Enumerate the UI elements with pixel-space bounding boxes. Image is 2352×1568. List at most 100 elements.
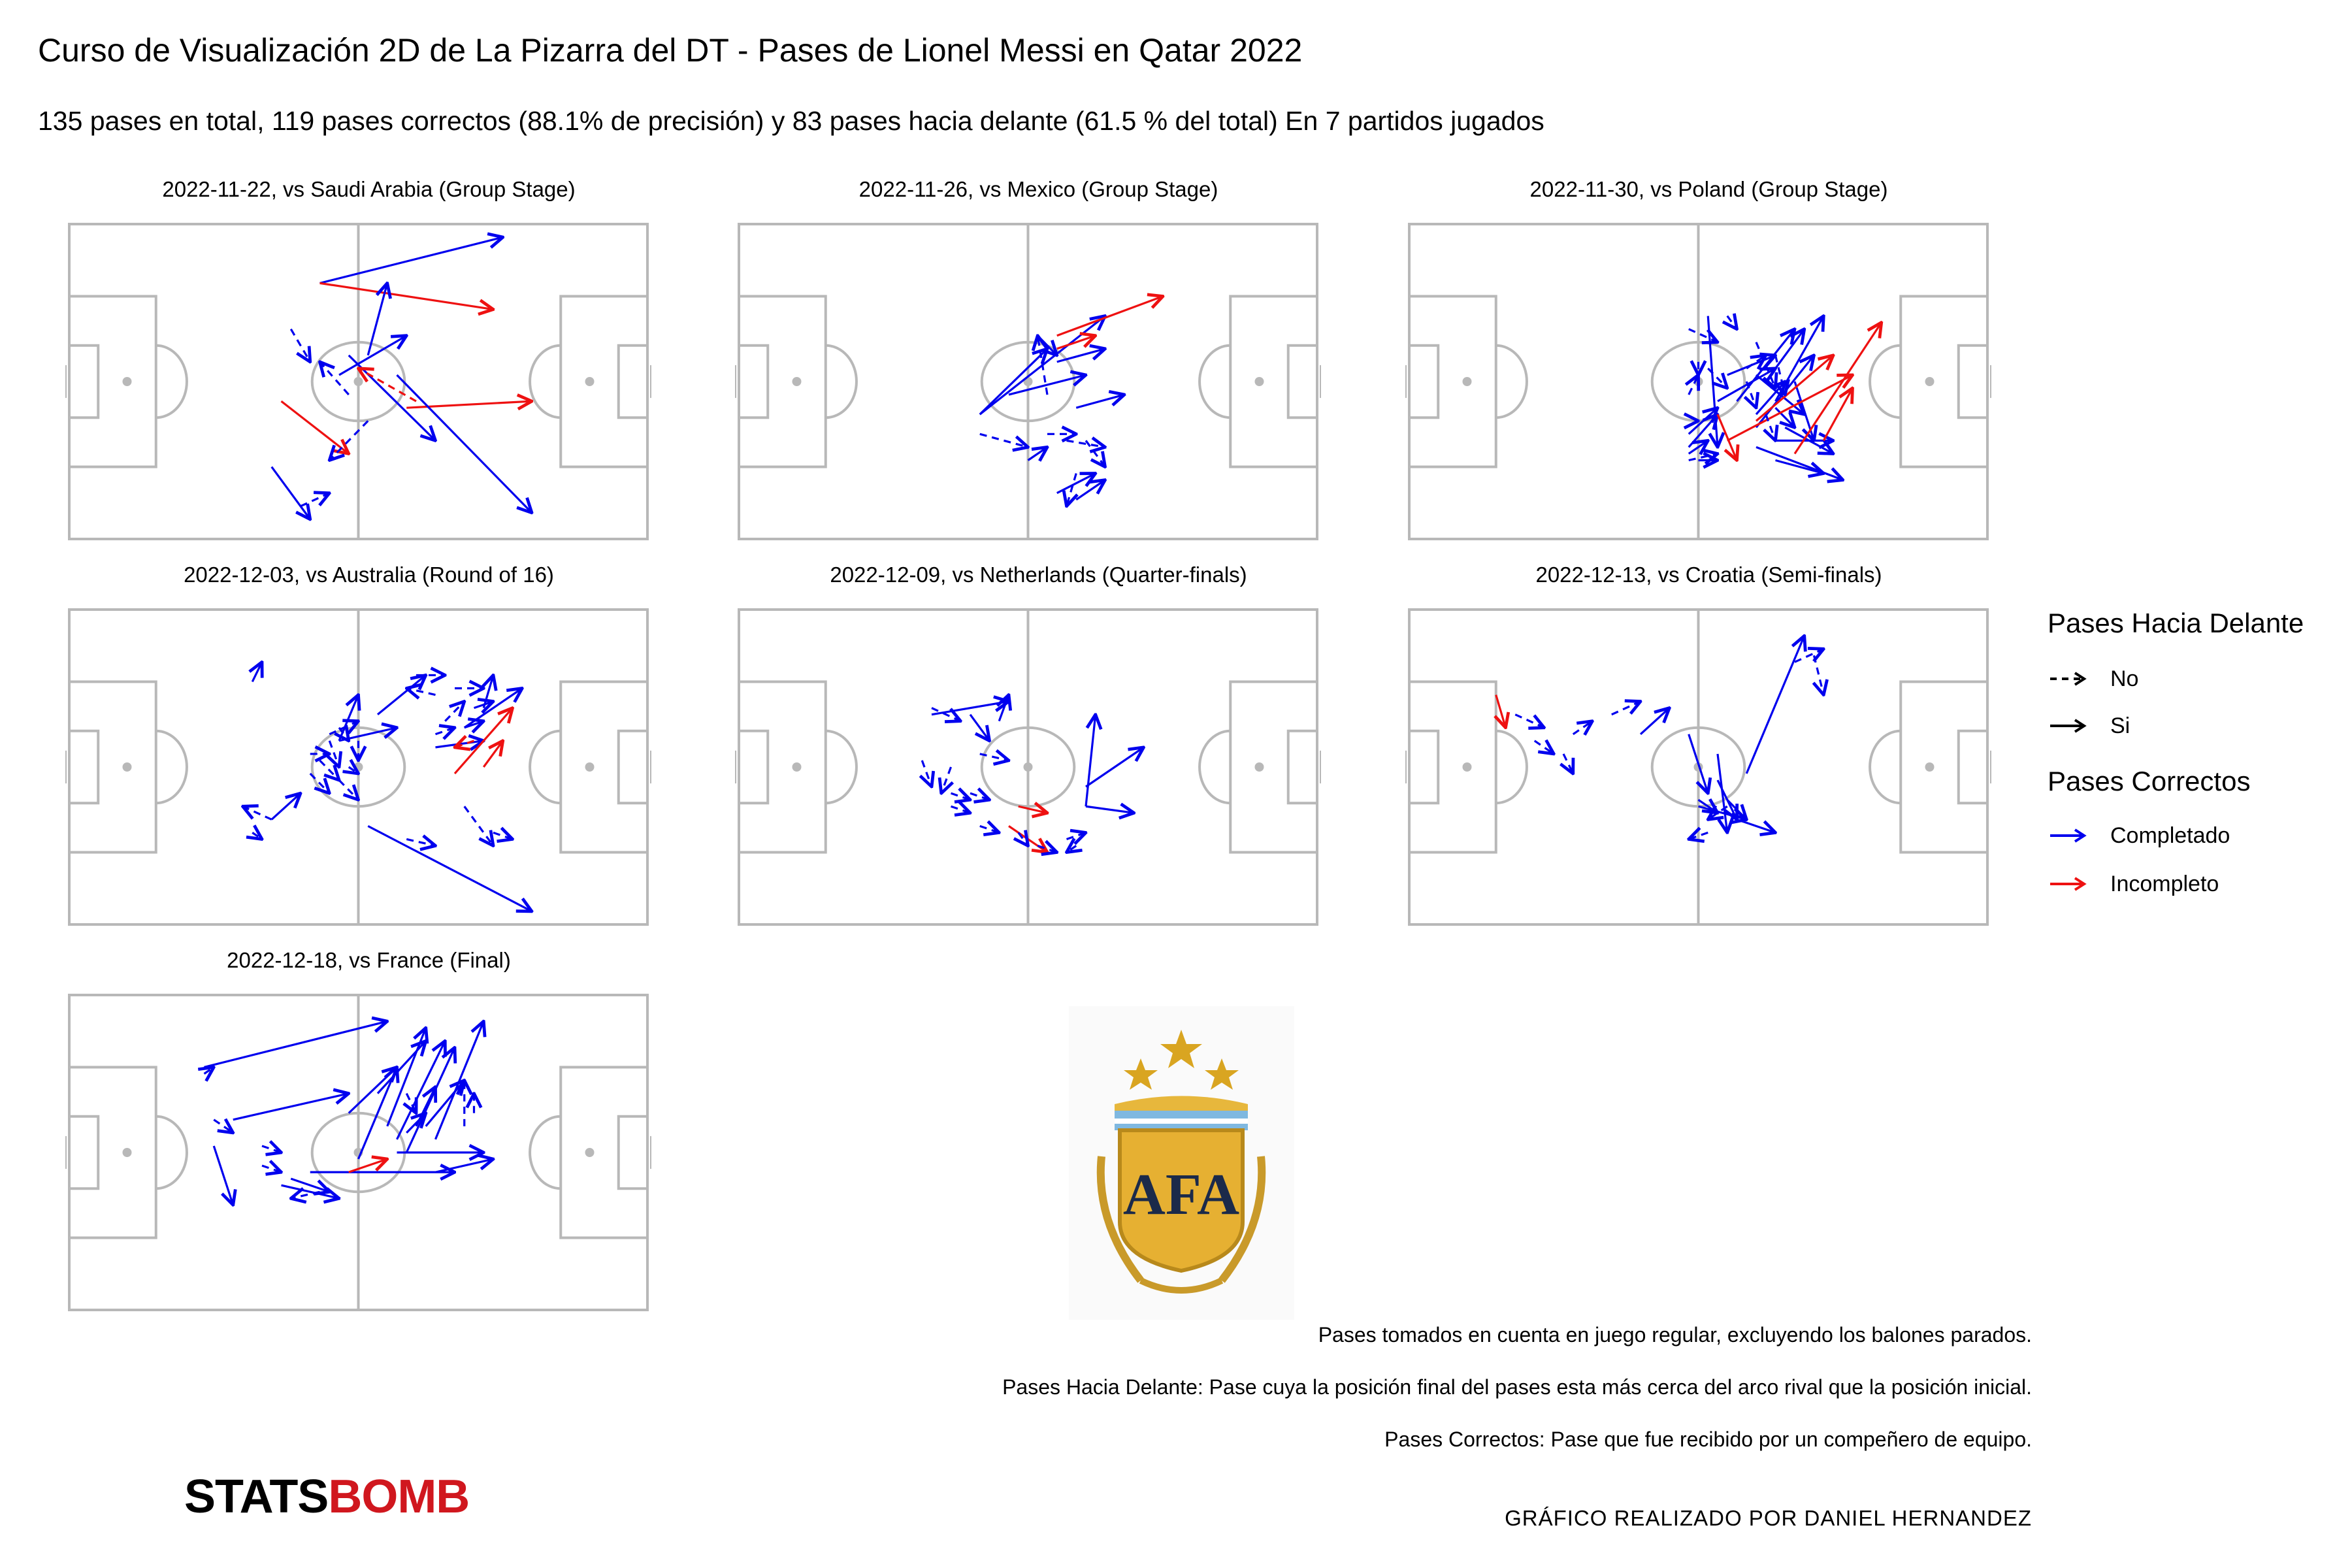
pass-arrow-completed [252, 832, 262, 839]
pass-arrow-completed [1688, 734, 1708, 793]
note-line-3: Pases Correctos: Pase que fue recibido p… [1384, 1428, 2032, 1451]
pass-arrow-completed [1085, 806, 1134, 813]
pass-arrow-completed [338, 336, 406, 376]
legend-forward-yes-label: Si [2110, 713, 2131, 738]
pass-arrow-completed [338, 695, 359, 742]
pass-arrow-completed [1688, 328, 1718, 342]
pass-arrow-completed [931, 702, 1009, 716]
pass-arrow-completed [493, 832, 513, 839]
pass-arrow-completed [1745, 636, 1805, 774]
pass-arrow-completed [434, 1021, 484, 1140]
pass-arrow-completed [291, 1192, 320, 1198]
pass-arrow-completed [1085, 747, 1144, 788]
pass-arrow-completed [1533, 741, 1554, 754]
pitch-map [1405, 223, 1991, 540]
pass-arrow-completed [339, 728, 349, 741]
pass-arrow-completed [950, 793, 971, 800]
pass-arrow-completed [1056, 474, 1096, 495]
pass-arrow-completed [1716, 753, 1727, 833]
pass-arrow-completed [941, 766, 951, 793]
pass-arrow-completed [309, 772, 330, 793]
pass-arrow-completed [319, 237, 503, 284]
pitch-map [65, 994, 651, 1311]
pass-arrow-completed [922, 760, 932, 787]
pass-arrow-completed [1755, 342, 1776, 388]
pass-arrow-completed [261, 1146, 282, 1152]
pass-arrow-completed [1067, 846, 1077, 853]
pass-arrow-completed [290, 1177, 329, 1192]
chart-subtitle: 135 pases en total, 119 pases correctos … [38, 106, 1544, 136]
legend-completed: Completado [2048, 823, 2230, 849]
legend-forward-no-label: No [2110, 666, 2139, 691]
pass-arrow-completed [1085, 715, 1096, 807]
pass-arrow-completed [396, 374, 532, 513]
pass-arrow-completed [1067, 473, 1077, 506]
pass-arrow-completed [367, 283, 387, 356]
legend-forward-no: No [2048, 666, 2138, 692]
pass-arrow-completed [396, 1041, 446, 1140]
pass-arrow-completed [444, 702, 465, 722]
pass-arrow-completed [252, 662, 262, 683]
note-line-2: Pases Hacia Delante: Pase cuya la posici… [1002, 1375, 2032, 1399]
pass-arrow-incomplete [1496, 694, 1506, 728]
pass-arrow-completed [281, 1184, 340, 1198]
pitch-title: 2022-11-26, vs Mexico (Group Stage) [858, 177, 1218, 201]
pass-arrow-completed [425, 1081, 465, 1127]
pass-arrow-incomplete [319, 282, 494, 309]
dashed-arrow-icon [2050, 672, 2087, 686]
pass-arrow-completed [1736, 818, 1776, 832]
legend-forward-title: Pases Hacia Delante [2048, 608, 2304, 638]
pass-arrow-completed [1085, 440, 1105, 466]
pass-arrow-completed [950, 806, 971, 813]
pass-arrow-completed [1814, 655, 1824, 694]
pass-arrow-completed [357, 1067, 397, 1160]
pass-arrow-incomplete [348, 1159, 387, 1173]
pass-arrow-completed [463, 689, 523, 729]
solid-arrow-icon [2050, 719, 2087, 733]
chart-title: Curso de Visualización 2D de La Pizarra … [38, 32, 1303, 69]
pass-arrow-completed [212, 1145, 233, 1205]
pass-arrow-completed [204, 1067, 214, 1073]
pass-arrow-completed [1708, 806, 1728, 819]
pass-arrow-completed [1793, 381, 1814, 440]
pass-arrow-completed [1066, 832, 1086, 839]
pitch-lines [738, 223, 1318, 540]
pass-arrow-completed [1776, 355, 1786, 395]
blue-arrow-icon [2050, 828, 2087, 843]
pitch-lines [68, 223, 649, 540]
pass-arrow-completed [1688, 414, 1718, 448]
pass-arrow-completed [204, 1021, 387, 1069]
pass-arrow-completed [1688, 440, 1708, 453]
pitch-map [735, 608, 1321, 926]
pass-arrow-completed [463, 806, 493, 845]
pass-arrow-completed [1514, 713, 1544, 728]
pass-arrow-completed [1056, 349, 1105, 363]
pass-arrow-completed [1037, 336, 1049, 395]
pass-arrow-completed [979, 433, 1028, 447]
pass-arrow-completed [1794, 649, 1823, 663]
pass-arrow-completed [1746, 381, 1756, 408]
pass-arrow-completed [483, 675, 493, 709]
pass-arrow-completed [329, 420, 369, 460]
pass-arrow-incomplete [280, 400, 349, 453]
pass-arrow-incomplete [1727, 375, 1853, 442]
pass-arrow-completed [329, 740, 339, 767]
pass-arrow-completed [1075, 480, 1105, 501]
pass-arrow-completed [243, 806, 272, 821]
pass-arrow-incomplete [1056, 336, 1096, 350]
pass-arrow-completed [348, 1067, 397, 1114]
pass-arrow-completed [367, 825, 532, 911]
pass-arrow-completed [1775, 459, 1824, 474]
pitch-lines [738, 608, 1318, 926]
pass-arrow-completed [349, 767, 359, 774]
pitch-title: 2022-12-09, vs Netherlands (Quarter-fina… [830, 563, 1247, 587]
pass-arrow-completed [435, 1159, 494, 1173]
pitch-map [1405, 608, 1991, 926]
pitch-map [735, 223, 1321, 540]
pass-arrow-completed [1688, 453, 1718, 460]
pass-arrow-incomplete [482, 741, 503, 768]
pitch-title: 2022-12-18, vs France (Final) [227, 948, 511, 972]
pass-arrow-completed [931, 707, 960, 721]
pass-arrow-completed [406, 1113, 426, 1134]
pitch-title: 2022-12-03, vs Australia (Round of 16) [184, 563, 554, 587]
